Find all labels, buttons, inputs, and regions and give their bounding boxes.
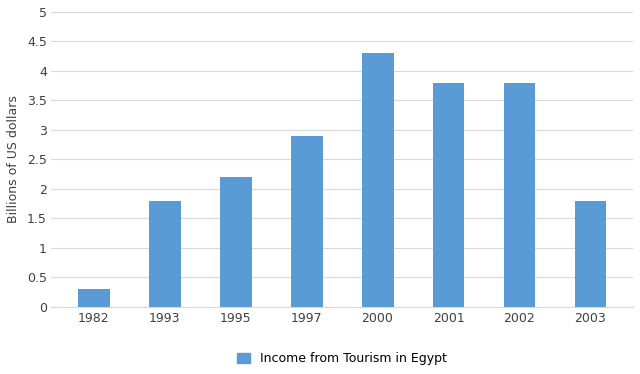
- Bar: [148, 200, 180, 307]
- Bar: [433, 83, 465, 307]
- Bar: [77, 289, 109, 307]
- Y-axis label: Billions of US dollars: Billions of US dollars: [7, 95, 20, 223]
- Bar: [575, 200, 607, 307]
- Bar: [220, 177, 252, 307]
- Bar: [291, 136, 323, 307]
- Bar: [504, 83, 536, 307]
- Bar: [362, 53, 394, 307]
- Legend: Income from Tourism in Egypt: Income from Tourism in Egypt: [237, 352, 447, 365]
